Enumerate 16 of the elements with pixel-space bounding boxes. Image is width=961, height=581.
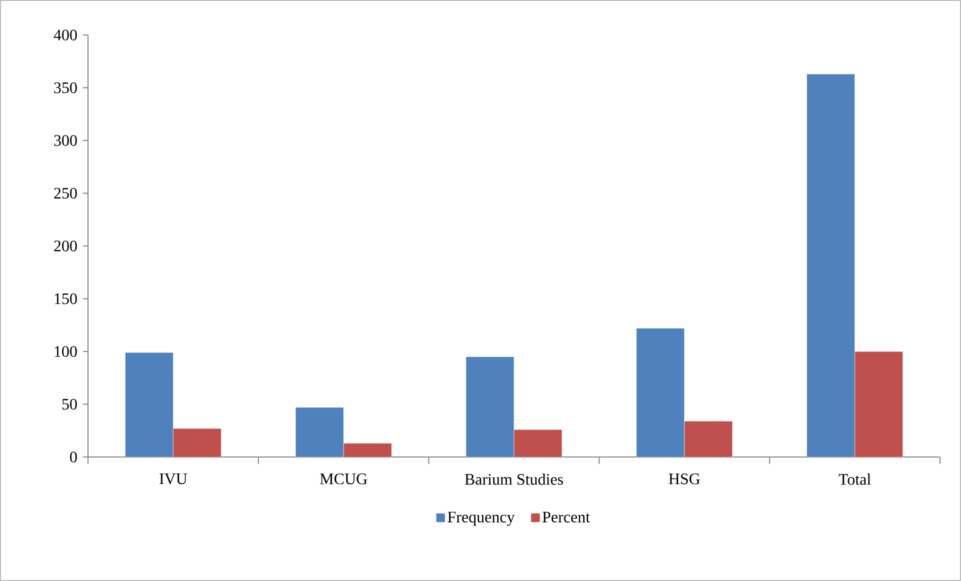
y-tick-label: 250 — [54, 188, 77, 199]
y-tick-label: 150 — [54, 293, 77, 304]
y-tick-label: 200 — [54, 240, 77, 252]
y-tick-label: 350 — [54, 82, 77, 94]
y-tick-label: 0 — [70, 452, 77, 462]
legend-label: Percent — [542, 512, 590, 522]
y-tick-label: 300 — [54, 135, 77, 146]
x-tick-label: HSG — [668, 474, 700, 484]
x-tick-label: IVU — [160, 474, 188, 484]
y-tick-label: 100 — [54, 346, 77, 357]
legend-label: Frequency — [448, 512, 515, 526]
x-tick-label: MCUG — [320, 474, 368, 484]
y-tick-label: 50 — [62, 398, 77, 410]
x-tick-label: Total — [838, 474, 871, 485]
x-tick-label: Barium Studies — [464, 474, 563, 485]
y-tick-label: 400 — [54, 30, 77, 40]
